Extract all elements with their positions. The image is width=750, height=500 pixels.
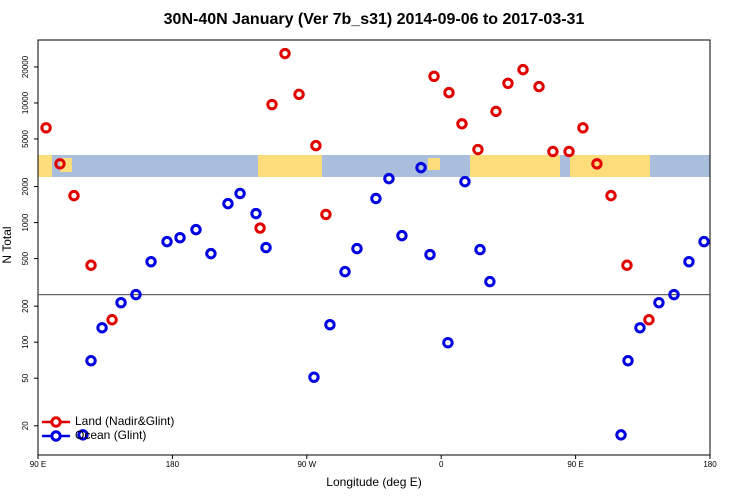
y-tick-label: 10000 bbox=[21, 91, 30, 114]
point bbox=[174, 231, 186, 244]
point bbox=[668, 288, 680, 301]
point bbox=[502, 77, 514, 89]
point bbox=[490, 105, 502, 118]
point bbox=[279, 47, 291, 60]
point bbox=[106, 314, 118, 326]
point bbox=[370, 192, 382, 205]
point bbox=[396, 229, 408, 242]
point bbox=[85, 355, 97, 367]
x-tick-label: 0 bbox=[439, 460, 444, 469]
point bbox=[310, 139, 322, 152]
point bbox=[653, 296, 665, 309]
y-tick-label: 1000 bbox=[21, 213, 30, 231]
point bbox=[634, 322, 646, 334]
y-tick-label: 50 bbox=[21, 373, 30, 382]
point bbox=[145, 255, 157, 268]
point bbox=[547, 145, 559, 158]
point bbox=[260, 241, 272, 254]
chart-title: 30N-40N January (Ver 7b_s31) 2014-09-06 … bbox=[164, 11, 585, 28]
point bbox=[698, 235, 710, 248]
plot-frame bbox=[37, 39, 711, 456]
x-tick-label: 180 bbox=[703, 460, 717, 469]
point bbox=[615, 429, 627, 441]
x-tick-label: 90 E bbox=[567, 460, 583, 469]
point bbox=[563, 145, 575, 158]
point bbox=[622, 355, 634, 367]
point bbox=[533, 80, 545, 93]
y-tick-label: 200 bbox=[21, 299, 30, 313]
point bbox=[250, 207, 262, 220]
x-tick-label: 90 W bbox=[297, 460, 316, 469]
y-tick-label: 500 bbox=[21, 251, 30, 265]
point bbox=[459, 175, 471, 188]
y-tick-label: 5000 bbox=[21, 130, 30, 148]
point bbox=[266, 98, 278, 111]
point bbox=[591, 158, 603, 170]
point bbox=[643, 314, 655, 326]
point bbox=[424, 248, 436, 261]
point bbox=[54, 158, 66, 170]
point bbox=[96, 322, 108, 334]
point bbox=[222, 197, 234, 210]
point bbox=[484, 275, 496, 288]
point bbox=[40, 122, 52, 134]
legend-label: Land (Nadir&Glint) bbox=[75, 414, 174, 428]
legend-marker bbox=[50, 430, 62, 442]
point bbox=[415, 161, 427, 174]
point bbox=[443, 86, 455, 99]
legend-marker bbox=[50, 416, 62, 428]
y-tick-label: 20 bbox=[21, 421, 30, 430]
point bbox=[77, 429, 89, 441]
point bbox=[293, 88, 305, 101]
y-tick-label: 100 bbox=[21, 335, 30, 349]
point bbox=[456, 118, 468, 130]
point bbox=[190, 223, 202, 236]
x-tick-label: 90 E bbox=[30, 460, 46, 469]
legend-label: Ocean (Glint) bbox=[75, 428, 146, 442]
x-axis-label: Longitude (deg E) bbox=[326, 475, 421, 489]
point bbox=[351, 242, 363, 255]
point bbox=[474, 243, 486, 256]
point bbox=[428, 70, 440, 83]
point bbox=[324, 319, 336, 331]
point bbox=[472, 143, 484, 156]
point bbox=[308, 371, 320, 383]
point bbox=[383, 172, 395, 185]
y-tick-label: 20000 bbox=[21, 55, 30, 78]
point bbox=[68, 189, 80, 202]
point bbox=[115, 296, 127, 309]
point bbox=[320, 208, 332, 221]
x-tick-label: 180 bbox=[166, 460, 180, 469]
point bbox=[577, 122, 589, 134]
point bbox=[85, 259, 97, 271]
point bbox=[683, 255, 695, 268]
point bbox=[254, 222, 266, 234]
point bbox=[621, 259, 633, 271]
point bbox=[234, 187, 246, 200]
point bbox=[130, 288, 142, 301]
point bbox=[442, 337, 454, 349]
point bbox=[605, 189, 617, 202]
y-tick-label: 2000 bbox=[21, 177, 30, 195]
point bbox=[205, 247, 217, 260]
point bbox=[517, 63, 529, 76]
y-axis-label: N Total bbox=[0, 226, 14, 263]
point bbox=[161, 235, 173, 248]
point bbox=[339, 265, 351, 278]
map-strip bbox=[38, 155, 710, 177]
